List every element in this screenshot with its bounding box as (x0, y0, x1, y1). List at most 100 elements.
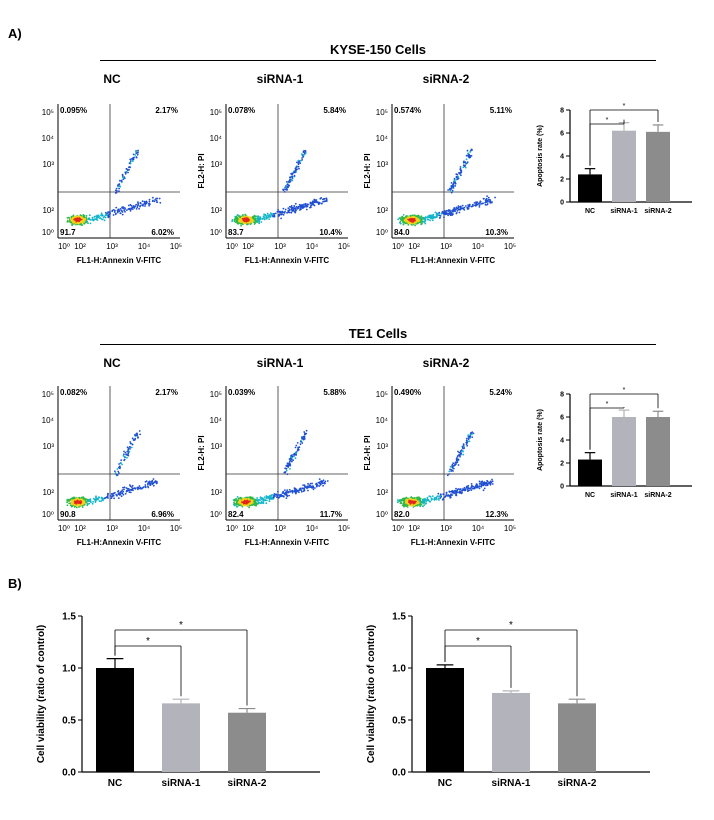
event-dot (93, 218, 95, 221)
event-dot (129, 208, 132, 211)
event-dot (459, 488, 461, 491)
event-dot (284, 471, 287, 474)
event-dot (300, 153, 303, 155)
event-dot (112, 214, 115, 216)
event-dot (468, 440, 471, 443)
event-dot (119, 185, 122, 188)
event-dot (435, 498, 438, 501)
event-dot (303, 153, 306, 156)
event-dot (299, 489, 302, 491)
event-dot (86, 503, 89, 506)
event-dot (485, 200, 487, 203)
event-dot (136, 204, 139, 207)
event-dot (426, 499, 429, 502)
event-dot (256, 497, 258, 499)
event-dot (116, 211, 119, 214)
y-tick-label: 10⁰ (210, 228, 222, 237)
event-dot (407, 497, 409, 500)
y-tick-label: 0 (560, 483, 564, 490)
event-dot (242, 222, 245, 225)
event-dot (442, 493, 445, 496)
event-dot (258, 498, 260, 501)
y-tick-label: 10⁰ (210, 510, 222, 519)
event-dot (456, 461, 459, 463)
event-dot (122, 454, 125, 457)
event-dot (322, 198, 324, 201)
row-2-title: TE1 Cells (348, 326, 408, 341)
event-dot (118, 209, 120, 211)
event-dot (117, 470, 120, 473)
event-dot (469, 156, 472, 159)
event-dot (485, 481, 488, 484)
x-tick-label: 10⁴ (138, 524, 151, 533)
x-tick-label: siRNA-2 (644, 492, 671, 499)
event-dot (321, 202, 323, 205)
event-dot (248, 496, 251, 499)
event-dot (131, 437, 134, 440)
event-dot (474, 204, 476, 207)
event-dot (282, 213, 285, 216)
event-dot (466, 206, 469, 209)
event-dot (286, 212, 288, 214)
event-dot (454, 463, 456, 465)
event-dot (293, 453, 296, 456)
event-dot (450, 182, 453, 184)
event-dot (441, 211, 444, 214)
event-dot (307, 485, 309, 488)
event-dot (265, 217, 268, 220)
event-dot (438, 214, 441, 217)
event-dot (158, 197, 161, 200)
event-dot (108, 210, 111, 213)
event-dot (292, 209, 295, 212)
event-dot (128, 450, 131, 453)
chart-title: TE1 cells (507, 596, 555, 599)
y-tick-label: 0 (560, 199, 564, 206)
event-dot (301, 436, 303, 438)
event-dot (252, 215, 254, 218)
event-dot (128, 446, 131, 448)
scatter-events (66, 149, 162, 227)
event-dot (129, 491, 132, 494)
event-dot (303, 484, 306, 486)
x-axis-label: FL1-H:Annexin V-FITC (411, 538, 496, 547)
y-axis-label: Apoptosis rate (%) (537, 409, 544, 471)
event-dot (453, 177, 456, 180)
event-dot (480, 480, 483, 483)
y-axis-label: FL2-H: PI (197, 435, 206, 470)
event-dot (482, 197, 485, 200)
y-axis-label: FL2-H: PI (197, 153, 206, 188)
event-dot (323, 197, 326, 200)
event-dot (448, 213, 451, 215)
event-dot (129, 160, 132, 162)
event-dot (153, 481, 156, 484)
x-tick-label: 10³ (440, 242, 452, 251)
event-dot (324, 480, 327, 483)
event-dot (465, 163, 467, 165)
x-tick-label: siRNA-1 (162, 778, 201, 789)
event-dot (462, 161, 465, 164)
event-dot (244, 222, 247, 224)
event-dot (126, 456, 128, 459)
event-dot (460, 174, 462, 177)
event-dot (91, 219, 93, 221)
event-dot (442, 497, 445, 500)
event-dot (73, 500, 76, 503)
event-dot (416, 504, 419, 506)
event-dot (449, 188, 451, 191)
event-dot (488, 482, 490, 485)
event-dot (286, 494, 289, 497)
event-dot (437, 492, 440, 495)
event-dot (302, 484, 304, 486)
y-tick-label: 10⁴ (376, 134, 389, 143)
event-dot (466, 161, 469, 163)
event-dot (70, 221, 73, 224)
event-dot (290, 454, 292, 457)
event-dot (253, 217, 256, 220)
event-dot (152, 196, 154, 199)
event-dot (397, 218, 400, 221)
event-dot (272, 215, 274, 217)
event-dot (131, 484, 134, 487)
event-dot (244, 213, 247, 216)
y-tick-label: 10² (210, 206, 222, 215)
event-dot (110, 493, 113, 495)
